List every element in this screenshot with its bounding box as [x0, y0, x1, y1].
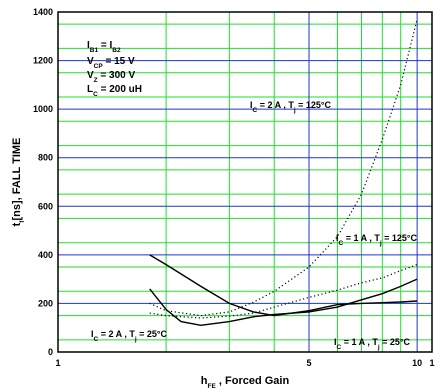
curve-label: IC = 1 A , Tj = 125°C: [336, 233, 417, 247]
y-axis-label: tf[ns], FALL TIME: [11, 138, 26, 227]
y-tick-label: 1000: [33, 104, 53, 114]
y-tick-label: 200: [38, 298, 53, 308]
condition-line: IB1 = IB2: [87, 40, 121, 54]
condition-value: = 200 uH: [98, 84, 142, 95]
curve-label-value: = 125°C: [296, 100, 332, 110]
y-tick-label: 600: [38, 201, 53, 211]
curve-label-value: = 25°C: [380, 337, 411, 347]
curve-label-value: = 2 A , T: [257, 100, 294, 110]
axis-label-text: [ns], FALL TIME: [11, 138, 23, 221]
condition-subscript: CP: [94, 63, 104, 70]
curve-label-value: = 2 A , T: [98, 329, 135, 339]
curve-label-value: = 125°C: [382, 233, 418, 243]
condition-symbol: V: [87, 56, 94, 67]
x-tick-label: 10: [412, 358, 422, 368]
curve-labels: IC = 2 A , Tj = 125°CIC = 1 A , Tj = 125…: [91, 100, 417, 351]
x-tick-label: 5: [307, 358, 312, 368]
curve-label: IC = 1 A , Tj = 25°C: [334, 337, 410, 351]
curve-label-subscript: C: [253, 107, 258, 114]
curve-label-subscript: C: [337, 344, 342, 351]
condition-symbol: V: [87, 70, 94, 81]
condition-line: VZ = 300 V: [87, 70, 136, 84]
curve-label-subscript: j: [377, 344, 380, 351]
curve-label-subscript: j: [134, 336, 137, 343]
condition-value: = I: [98, 40, 112, 51]
condition-symbol: L: [87, 84, 93, 95]
curve-1: [149, 278, 418, 327]
curve-label-symbol: I: [91, 329, 94, 339]
axis-label-subscript: f: [19, 220, 26, 223]
curve-label-subscript: j: [379, 240, 382, 247]
condition-line: LC = 200 uH: [87, 84, 142, 98]
major-grid: [58, 12, 432, 352]
condition-subscript: B2: [112, 47, 121, 54]
x-axis-label: hFE , Forced Gain: [201, 375, 290, 390]
curve-label: IC = 2 A , Tj = 125°C: [250, 100, 331, 114]
curve-label-symbol: I: [334, 337, 337, 347]
x-tick-label: 1: [429, 358, 434, 368]
axis-label-subscript: FE: [208, 383, 217, 390]
x-tick-labels: 1 5 10 1: [55, 358, 434, 368]
curve-label: IC = 2 A , Tj = 25°C: [91, 329, 167, 343]
minor-grid: [58, 12, 432, 352]
axis-label-text: , Forced Gain: [216, 375, 290, 387]
curve-label-value: = 25°C: [137, 329, 168, 339]
condition-symbol: I: [87, 40, 90, 51]
curve-label-subscript: C: [94, 336, 99, 343]
curve-2: [149, 254, 418, 317]
condition-subscript: B1: [90, 47, 99, 54]
condition-value: = 300 V: [98, 70, 136, 81]
plot-frame: [57, 11, 433, 353]
curve-3: [149, 19, 418, 317]
y-tick-label: 400: [38, 250, 53, 260]
y-tick-label: 1200: [33, 56, 53, 66]
curve-label-symbol: I: [336, 233, 339, 243]
y-tick-labels: 0 200 400 600 800 1000 1200 1400: [33, 7, 53, 357]
condition-line: VCP = 15 V: [87, 56, 135, 70]
curve-4: [149, 264, 418, 319]
curves: [149, 19, 418, 327]
curve-label-value: = 1 A , T: [343, 233, 380, 243]
axis-label-symbol: h: [201, 375, 208, 387]
y-tick-label: 1400: [33, 7, 53, 17]
y-tick-label: 800: [38, 153, 53, 163]
condition-value: = 15 V: [103, 56, 135, 67]
curve-label-subscript: j: [293, 107, 296, 114]
condition-subscript: Z: [94, 77, 98, 84]
curve-label-subscript: C: [339, 240, 344, 247]
curve-label-value: = 1 A , T: [341, 337, 378, 347]
curve-label-symbol: I: [250, 100, 253, 110]
axis-label-symbol: t: [11, 222, 23, 226]
condition-subscript: C: [93, 91, 98, 98]
plot-background: [58, 12, 432, 352]
y-tick-label: 0: [48, 347, 53, 357]
x-tick-label: 1: [55, 358, 60, 368]
